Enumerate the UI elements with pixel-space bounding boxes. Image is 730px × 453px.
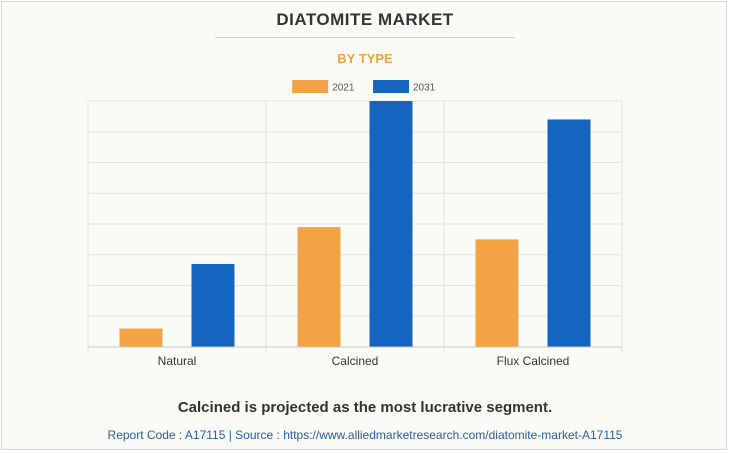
footer-headline: Calcined is projected as the most lucrat… [177,399,553,416]
bar-2031-natural [191,263,235,347]
legend-label-2031: 2031 [413,83,436,94]
legend-swatch-2031 [373,80,409,93]
bars [119,101,591,347]
title-divider [215,37,515,38]
x-tick-label: Flux Calcined [497,354,570,368]
gridlines [87,100,623,353]
bar-2021-natural [119,328,163,347]
legend-swatch-2021 [292,80,329,93]
legend-label-2021: 2021 [332,83,355,94]
x-tick-label: Calcined [332,354,379,368]
bar-2021-calcined [297,227,341,347]
chart-subtitle: BY TYPE [337,51,393,66]
legend: 2021 2031 [292,80,436,94]
chart-title: DIATOMITE MARKET [276,10,454,29]
bar-2031-calcined [369,101,413,347]
footer-source[interactable]: Report Code : A17115 | Source : https://… [107,428,623,442]
axis: Natural Calcined Flux Calcined [88,346,622,368]
bar-2031-flux-calcined [547,119,591,347]
x-tick-label: Natural [158,354,197,368]
bar-2021-flux-calcined [475,239,519,347]
